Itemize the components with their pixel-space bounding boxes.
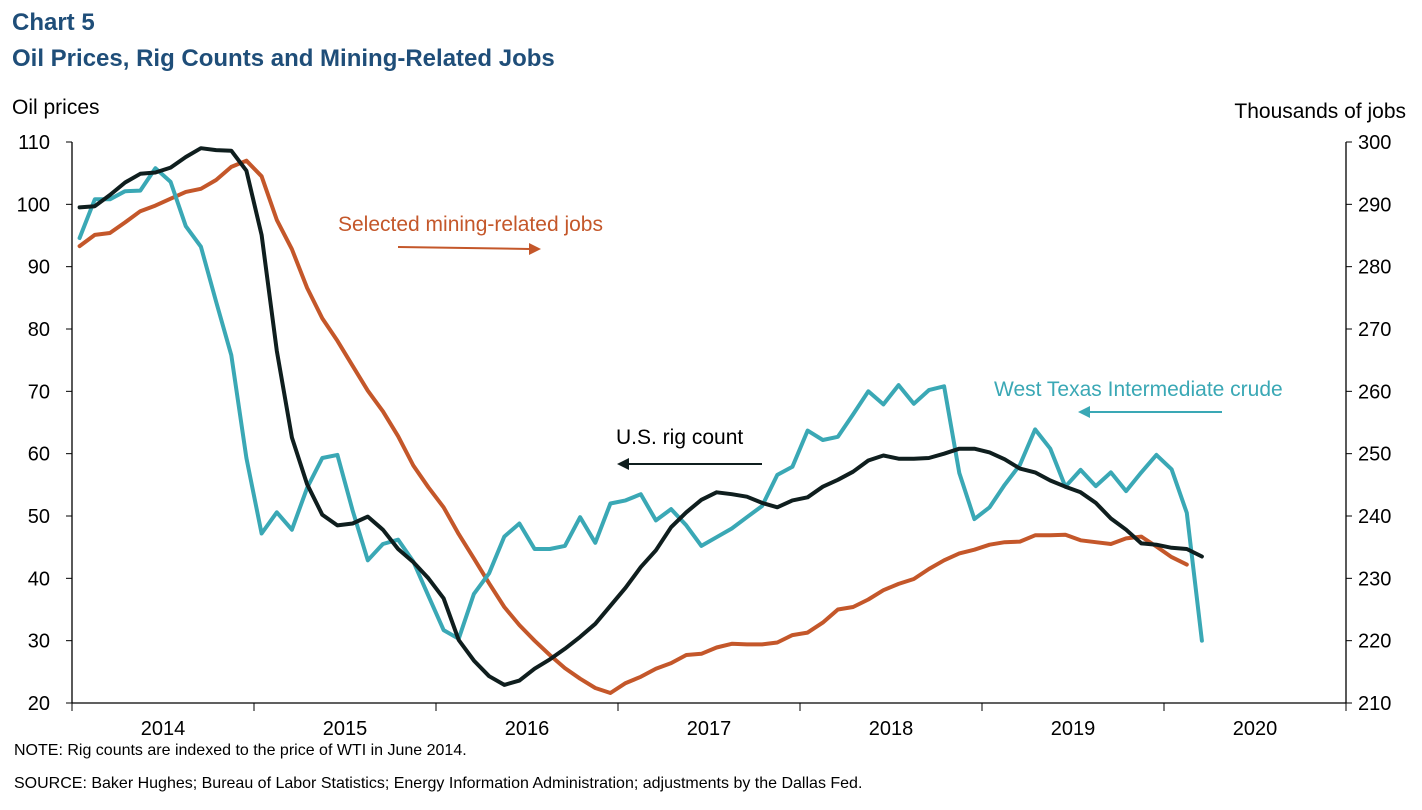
chart-note: NOTE: Rig counts are indexed to the pric… [14,742,467,759]
x-tick-label: 2017 [687,718,732,740]
y-axis-right-title: Thousands of jobs [1234,100,1406,123]
y-left-tick-label: 20 [28,693,50,715]
y-left-tick-label: 40 [28,568,50,590]
annotation-jobs-label: Selected mining-related jobs [338,213,603,236]
x-tick-label: 2020 [1233,718,1278,740]
x-tick-label: 2014 [141,718,186,740]
y-right-tick-label: 250 [1358,444,1391,466]
y-right-tick-label: 280 [1358,257,1391,279]
x-tick-label: 2016 [505,718,550,740]
annotation-jobs-arrowhead [529,243,541,255]
y-right-tick-label: 220 [1358,631,1391,653]
chart-title: Oil Prices, Rig Counts and Mining-Relate… [12,45,555,72]
chart-source: SOURCE: Baker Hughes; Bureau of Labor St… [14,775,863,792]
y-right-tick-label: 270 [1358,319,1391,341]
annotation-rig-label: U.S. rig count [616,426,743,449]
y-left-tick-label: 50 [28,506,50,528]
y-right-tick-label: 240 [1358,506,1391,528]
y-left-tick-label: 70 [28,381,50,403]
y-right-tick-label: 300 [1358,132,1391,154]
y-left-tick-label: 90 [28,257,50,279]
annotation-wti-label: West Texas Intermediate crude [994,378,1283,401]
y-left-tick-label: 100 [17,194,50,216]
y-right-tick-label: 230 [1358,568,1391,590]
y-right-tick-label: 210 [1358,693,1391,715]
chart-lines [77,146,1204,695]
annotation-jobs-arrow [397,246,531,250]
y-left-tick-label: 30 [28,631,50,653]
annotation-rig-arrowhead [617,458,629,470]
x-tick-label: 2019 [1051,718,1096,740]
series-line-wti [77,166,1204,643]
series-line-jobs [77,158,1189,695]
y-left-tick-label: 110 [18,132,50,154]
annotation-wti-arrowhead [1078,406,1090,418]
y-left-tick-label: 60 [28,444,50,466]
x-tick-label: 2018 [869,718,914,740]
y-left-tick-label: 80 [28,319,50,341]
chart-number: Chart 5 [12,9,95,36]
y-right-tick-label: 260 [1358,381,1391,403]
y-right-tick-label: 290 [1358,194,1391,216]
chart-axes: 110 100 90 80 70 60 50 40 30 20 300 290 280 270 260 250… [17,132,1392,740]
y-axis-left-title: Oil prices [12,96,100,119]
chart-annotations: Selected mining-related jobs U.S. rig co… [338,213,1283,470]
x-tick-label: 2015 [323,718,368,740]
series-line-rig [77,146,1204,687]
